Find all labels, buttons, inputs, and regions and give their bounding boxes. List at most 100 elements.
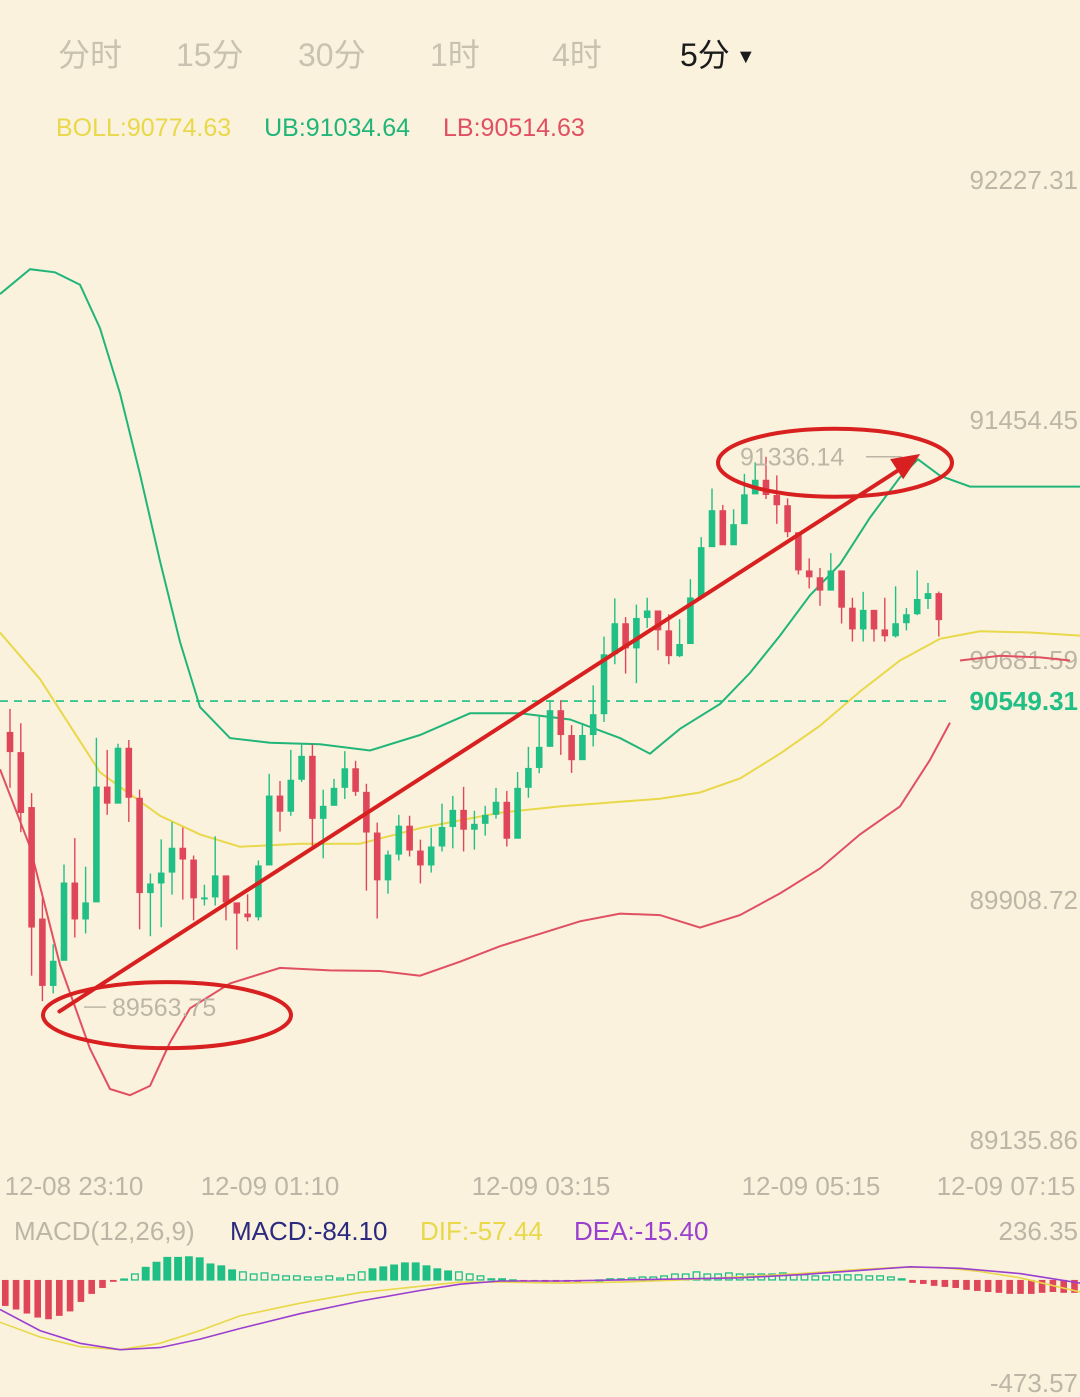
- candle-body: [622, 623, 629, 649]
- x-tick-label: 12-08 23:10: [5, 1171, 144, 1201]
- macd-bar: [941, 1279, 949, 1287]
- candle-body: [611, 623, 619, 655]
- macd-bar: [88, 1279, 95, 1294]
- candle-body: [82, 902, 89, 920]
- tab-5m-label: 5分: [680, 37, 730, 73]
- candle-body: [395, 825, 403, 855]
- candle-body: [157, 872, 165, 884]
- candle-body: [298, 755, 305, 780]
- candle-body: [913, 599, 921, 615]
- dea-value: DEA:-15.40: [574, 1216, 708, 1246]
- macd-bar: [314, 1276, 323, 1281]
- boll-lower-line: [0, 722, 951, 1097]
- macd-bar: [811, 1275, 820, 1281]
- candle-body: [93, 786, 100, 903]
- macd-bar: [120, 1278, 129, 1281]
- macd-bar: [292, 1275, 301, 1281]
- tab-30m[interactable]: 30分: [298, 37, 366, 73]
- candle-body: [719, 510, 727, 546]
- boll-mid-line: [0, 630, 1080, 848]
- candle-body: [859, 609, 867, 630]
- candle-body: [730, 524, 737, 546]
- candle-body: [708, 510, 716, 548]
- macd-bar: [1060, 1279, 1067, 1293]
- candle-body: [287, 779, 295, 812]
- macd-bar: [390, 1264, 399, 1281]
- macd-bar: [1071, 1279, 1078, 1293]
- candle-body: [643, 610, 651, 618]
- candle-body: [28, 807, 35, 928]
- macd-bar: [271, 1274, 280, 1281]
- candle-body: [795, 532, 802, 571]
- macd-ymax-label: 236.35: [998, 1216, 1078, 1246]
- macd-bar: [843, 1274, 852, 1281]
- candle-body: [892, 623, 899, 637]
- candle-body: [665, 630, 673, 657]
- candle-body: [687, 597, 694, 645]
- macd-bar: [249, 1273, 258, 1281]
- candle-body: [525, 767, 532, 788]
- macd-bar: [325, 1275, 334, 1281]
- macd-bar: [974, 1279, 981, 1291]
- candle-body: [222, 875, 230, 903]
- macd-bar: [714, 1273, 723, 1281]
- macd-bar: [995, 1279, 1003, 1293]
- candle-body: [330, 787, 338, 806]
- macd-bar: [498, 1278, 507, 1281]
- macd-bar: [886, 1276, 895, 1281]
- macd-bar: [930, 1279, 938, 1286]
- candle-body: [579, 735, 586, 761]
- candle-body: [870, 609, 878, 630]
- candle-body: [503, 801, 511, 839]
- candle-body: [201, 897, 208, 900]
- candle-body: [114, 747, 122, 804]
- candle-body: [341, 768, 349, 788]
- candle-body: [373, 832, 381, 881]
- candle-body: [39, 918, 46, 986]
- tab-15m[interactable]: 15分: [176, 37, 244, 73]
- candle-body: [481, 814, 489, 824]
- macd-bar: [984, 1279, 992, 1292]
- tab-1h[interactable]: 1时: [430, 37, 480, 73]
- candle-body: [557, 710, 565, 736]
- ub-value: UB:91034.64: [264, 114, 411, 142]
- boll-upper-line: [0, 268, 1080, 755]
- y-tick-label: 89908.72: [970, 885, 1078, 915]
- candle-body: [654, 610, 662, 631]
- candle-body: [406, 825, 413, 851]
- dif-line: [0, 1266, 1080, 1351]
- macd-bar: [34, 1279, 41, 1318]
- high-ellipse: [716, 426, 954, 499]
- macd-bar: [411, 1262, 420, 1281]
- timeframe-tabs: 分时 15分 30分 1时 4时 5分 ▼: [0, 30, 1080, 80]
- macd-bar: [45, 1279, 52, 1320]
- macd-bar: [238, 1271, 247, 1281]
- candle-body: [147, 883, 154, 894]
- y-tick-label: 92227.31: [970, 165, 1078, 195]
- macd-bar: [865, 1275, 874, 1281]
- macd-bar: [66, 1279, 74, 1312]
- candle-body: [633, 617, 640, 649]
- macd-bar: [465, 1273, 474, 1281]
- x-tick-label: 12-09 05:15: [742, 1171, 881, 1201]
- tab-timeshare[interactable]: 分时: [58, 37, 123, 73]
- macd-bar: [454, 1271, 463, 1281]
- macd-bar: [487, 1278, 496, 1281]
- macd-bar: [152, 1261, 161, 1281]
- macd-bar: [379, 1266, 388, 1281]
- macd-bar: [1038, 1279, 1046, 1293]
- candle-body: [168, 847, 176, 873]
- macd-bar: [832, 1274, 841, 1281]
- macd-bar: [952, 1279, 959, 1288]
- x-tick-label: 12-09 01:10: [201, 1171, 340, 1201]
- trend-arrow-line: [57, 457, 917, 1014]
- candle-body: [211, 875, 219, 898]
- macd-bar: [909, 1279, 916, 1283]
- candle-body: [136, 797, 143, 894]
- candle-body: [49, 960, 57, 986]
- candle-body: [60, 882, 68, 961]
- tab-4h[interactable]: 4时: [552, 37, 602, 73]
- tab-5m[interactable]: 5分 ▼: [680, 30, 756, 76]
- macd-bar: [346, 1274, 355, 1281]
